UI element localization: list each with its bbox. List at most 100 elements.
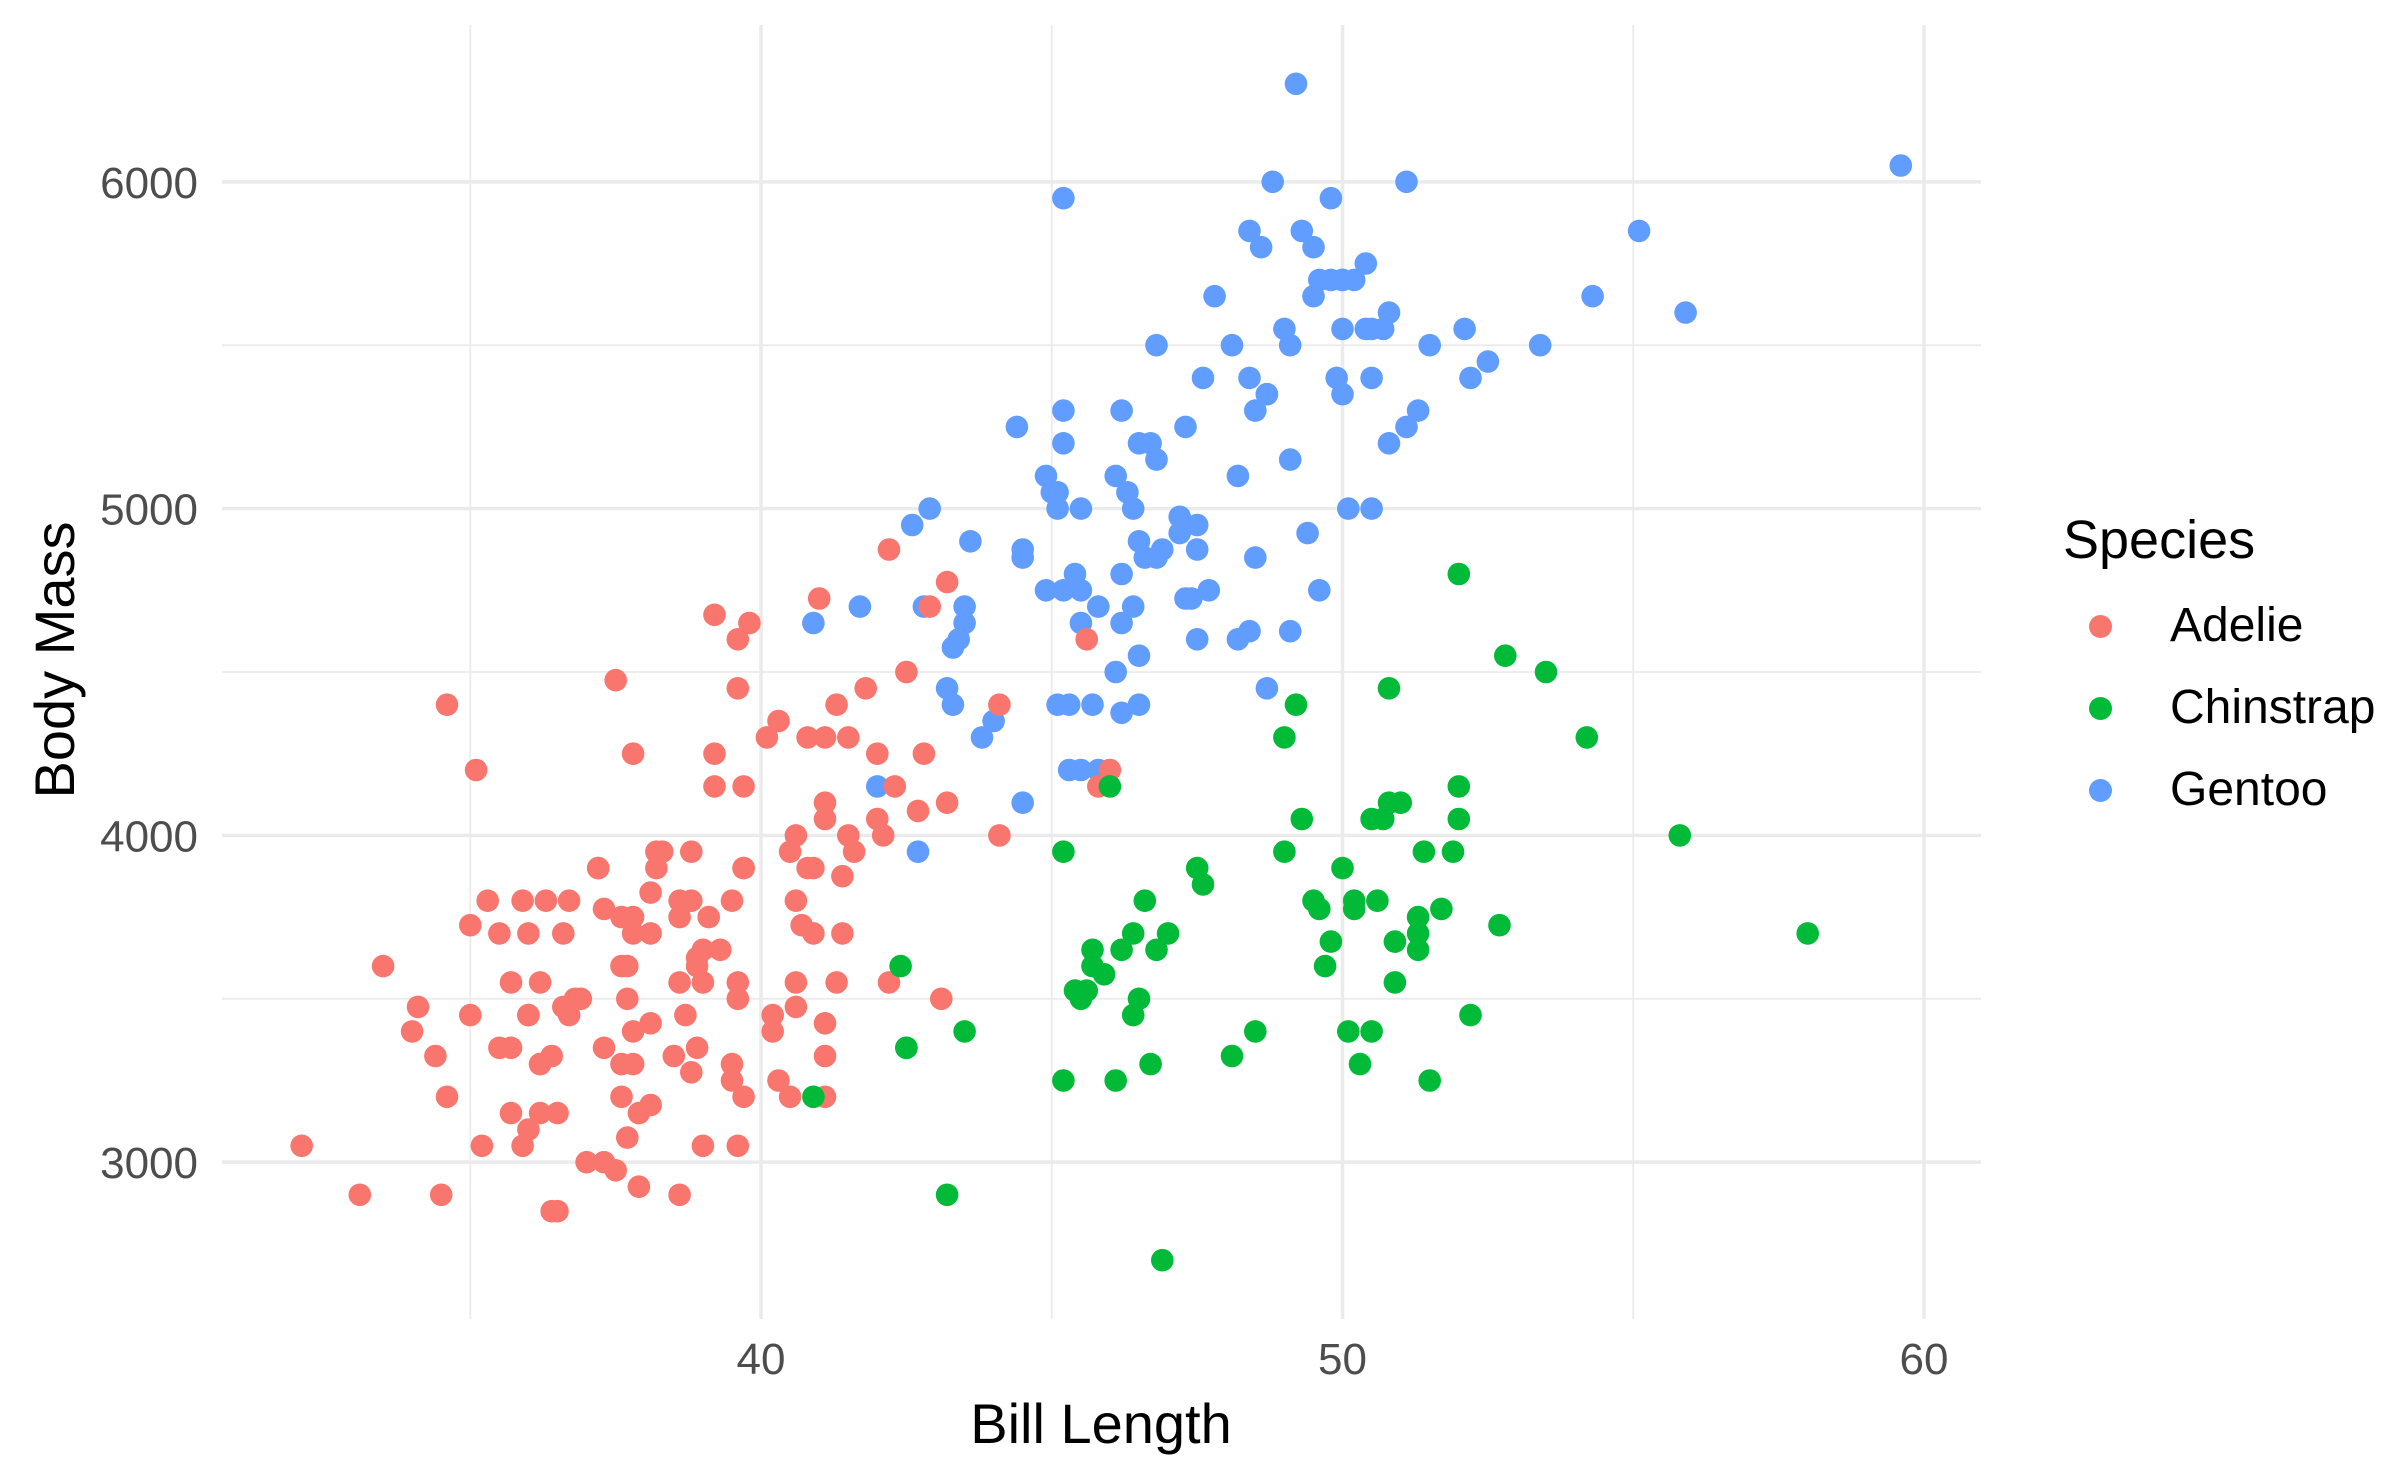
point-chinstrap — [1534, 660, 1558, 684]
legend-dot-gentoo — [2089, 778, 2112, 802]
point-chinstrap — [1447, 807, 1471, 831]
point-adelie — [616, 987, 639, 1011]
point-adelie — [621, 905, 645, 929]
point-adelie — [459, 913, 482, 937]
point-gentoo — [1168, 505, 1191, 529]
point-adelie — [796, 726, 819, 749]
x-axis-title: Bill Length — [970, 1392, 1232, 1455]
point-adelie — [691, 938, 715, 962]
point-gentoo — [1052, 432, 1075, 455]
point-adelie — [720, 889, 744, 912]
point-gentoo — [1110, 562, 1133, 586]
point-gentoo — [1528, 333, 1552, 357]
point-adelie — [796, 856, 819, 880]
point-adelie — [755, 726, 779, 749]
point-chinstrap — [1377, 791, 1401, 814]
point-gentoo — [906, 840, 930, 863]
point-chinstrap — [1104, 1069, 1127, 1092]
point-chinstrap — [1383, 971, 1407, 994]
point-adelie — [790, 913, 813, 937]
point-gentoo — [1145, 546, 1168, 569]
point-adelie — [1098, 758, 1122, 782]
point-gentoo — [1121, 595, 1145, 618]
point-chinstrap — [1191, 873, 1215, 896]
point-gentoo — [1244, 399, 1267, 422]
point-adelie — [348, 1183, 372, 1207]
point-chinstrap — [1284, 693, 1308, 716]
point-gentoo — [866, 775, 889, 798]
point-gentoo — [1331, 317, 1354, 341]
point-adelie — [528, 971, 552, 994]
point-chinstrap — [1331, 856, 1354, 880]
point-adelie — [935, 791, 959, 814]
point-gentoo — [959, 530, 982, 553]
point-chinstrap — [1244, 1020, 1267, 1043]
point-gentoo — [1069, 497, 1093, 520]
point-gentoo — [1121, 497, 1145, 520]
point-chinstrap — [1081, 954, 1104, 978]
point-gentoo — [941, 636, 965, 659]
point-adelie — [813, 807, 837, 831]
point-adelie — [470, 1134, 494, 1158]
point-adelie — [639, 922, 662, 945]
point-gentoo — [1203, 284, 1226, 308]
point-adelie — [767, 709, 790, 733]
point-gentoo — [1110, 399, 1133, 422]
point-chinstrap — [1273, 840, 1296, 863]
point-adelie — [831, 922, 854, 945]
point-adelie — [459, 1003, 482, 1027]
point-adelie — [988, 693, 1011, 716]
point-chinstrap — [1145, 938, 1168, 962]
y-axis-title: Body Mass — [23, 521, 86, 799]
point-adelie — [435, 693, 459, 716]
legend: Species Adelie Chinstrap Gentoo — [2063, 513, 2375, 831]
point-gentoo — [1325, 366, 1348, 390]
point-adelie — [546, 1101, 569, 1125]
point-chinstrap — [1156, 922, 1180, 945]
point-adelie — [610, 954, 633, 978]
y-tick-label: 4000 — [100, 812, 198, 861]
point-adelie — [895, 660, 918, 684]
point-gentoo — [1069, 579, 1093, 602]
point-gentoo — [1104, 660, 1127, 684]
point-gentoo — [1238, 366, 1261, 390]
point-chinstrap — [1441, 840, 1465, 863]
point-chinstrap — [1412, 840, 1436, 863]
point-adelie — [645, 856, 668, 880]
point-gentoo — [802, 611, 825, 635]
point-adelie — [592, 897, 616, 921]
point-gentoo — [1627, 219, 1651, 243]
point-gentoo — [918, 497, 941, 520]
point-adelie — [883, 775, 907, 798]
point-chinstrap — [1273, 726, 1296, 749]
point-adelie — [732, 856, 755, 880]
legend-title: Species — [2063, 510, 2256, 570]
point-chinstrap — [1133, 889, 1157, 912]
point-adelie — [668, 1183, 691, 1207]
point-gentoo — [1052, 186, 1075, 210]
point-gentoo — [1319, 268, 1343, 292]
point-gentoo — [1011, 538, 1034, 561]
point-gentoo — [1052, 579, 1075, 602]
point-adelie — [732, 775, 755, 798]
point-adelie — [837, 824, 860, 847]
point-chinstrap — [1098, 775, 1122, 798]
point-adelie — [720, 1069, 744, 1092]
point-gentoo — [1034, 579, 1058, 602]
point-gentoo — [953, 611, 976, 635]
x-tick-label: 40 — [737, 1335, 786, 1384]
y-tick-label: 5000 — [100, 486, 198, 535]
point-adelie — [621, 1020, 645, 1043]
point-gentoo — [1308, 579, 1331, 602]
point-adelie — [499, 1036, 523, 1060]
point-gentoo — [935, 677, 959, 700]
point-gentoo — [1174, 415, 1197, 439]
point-chinstrap — [802, 1085, 825, 1109]
point-adelie — [680, 1061, 703, 1084]
point-gentoo — [1040, 481, 1064, 504]
point-gentoo — [1395, 170, 1418, 194]
point-adelie — [534, 889, 558, 912]
legend-items: Adelie Chinstrap Gentoo — [2063, 585, 2375, 831]
point-adelie — [906, 799, 930, 823]
